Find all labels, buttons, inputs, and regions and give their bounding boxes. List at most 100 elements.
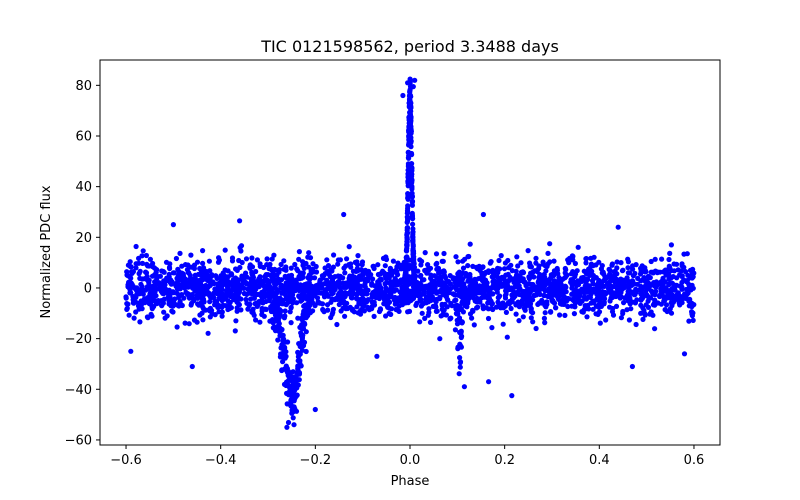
data-point	[297, 351, 303, 357]
data-point	[421, 277, 427, 283]
data-point	[290, 415, 296, 421]
data-point	[128, 280, 134, 286]
data-point	[225, 268, 231, 274]
data-point	[128, 290, 134, 296]
data-point	[355, 262, 361, 268]
data-point	[410, 84, 416, 90]
data-point	[571, 311, 578, 317]
data-point	[343, 263, 349, 269]
data-point	[471, 322, 477, 328]
data-point	[222, 247, 228, 253]
data-point	[603, 317, 609, 323]
data-point	[200, 268, 206, 274]
data-point	[642, 265, 648, 271]
data-point	[503, 285, 509, 291]
data-point	[650, 312, 656, 318]
data-point	[268, 308, 274, 315]
data-point	[409, 210, 415, 216]
data-point	[249, 279, 255, 285]
data-point	[348, 295, 354, 301]
data-point	[638, 297, 644, 303]
data-point	[125, 301, 131, 307]
data-point	[666, 256, 672, 263]
data-point	[465, 254, 471, 260]
data-point	[437, 276, 443, 282]
data-point	[433, 251, 440, 257]
data-point	[422, 315, 428, 321]
data-point	[125, 262, 131, 268]
data-point	[444, 284, 450, 291]
data-point	[394, 307, 401, 313]
data-point	[134, 288, 140, 294]
data-point	[149, 273, 156, 279]
data-point	[629, 363, 636, 370]
data-point	[178, 272, 184, 278]
data-point	[281, 258, 287, 264]
data-point	[515, 289, 521, 295]
data-point	[427, 294, 433, 300]
data-point	[686, 318, 692, 324]
data-point	[595, 290, 601, 296]
data-point	[433, 261, 439, 267]
data-point	[586, 266, 592, 272]
data-point	[347, 273, 353, 279]
data-point	[445, 289, 451, 295]
data-point	[359, 262, 365, 268]
data-point	[442, 275, 449, 281]
data-point	[166, 287, 172, 293]
data-point	[479, 290, 485, 296]
data-point	[250, 284, 256, 290]
data-point	[262, 287, 268, 293]
data-point	[524, 287, 530, 293]
data-point	[237, 264, 243, 271]
data-point	[281, 315, 287, 321]
data-point	[407, 87, 413, 93]
data-point	[634, 297, 640, 303]
data-point	[650, 269, 656, 275]
data-point	[496, 294, 502, 300]
data-point	[562, 294, 568, 301]
data-point	[462, 303, 468, 309]
data-point	[431, 279, 437, 285]
data-point	[157, 273, 163, 279]
data-point	[453, 285, 459, 291]
data-point	[553, 305, 559, 311]
data-point	[405, 208, 411, 214]
data-point	[279, 326, 285, 333]
data-point	[200, 317, 206, 323]
data-point	[320, 275, 326, 281]
data-point	[140, 248, 146, 254]
data-point	[405, 203, 411, 209]
data-point	[390, 258, 396, 264]
data-point	[324, 257, 330, 263]
data-point	[494, 289, 500, 295]
data-point	[174, 324, 180, 330]
data-point	[679, 300, 685, 306]
data-point	[355, 286, 361, 292]
data-point	[639, 287, 645, 293]
data-point	[406, 100, 412, 106]
data-point	[130, 300, 136, 306]
data-point	[282, 292, 289, 298]
data-point	[410, 238, 416, 244]
x-axis-label: Phase	[391, 474, 430, 489]
data-point	[642, 312, 648, 318]
data-point	[667, 265, 673, 271]
data-point	[166, 264, 173, 270]
data-point	[290, 300, 296, 306]
data-point	[362, 284, 368, 290]
data-point	[233, 282, 239, 288]
data-point	[626, 296, 633, 302]
data-point	[502, 295, 509, 301]
data-point	[340, 275, 346, 281]
data-point	[410, 221, 416, 227]
data-point	[290, 369, 296, 375]
data-point	[249, 264, 256, 270]
y-tick-label: −20	[65, 332, 92, 347]
data-point	[219, 287, 225, 293]
data-point	[533, 325, 539, 332]
data-point	[408, 94, 414, 100]
data-point	[384, 297, 390, 303]
data-point	[275, 337, 281, 343]
data-point	[182, 262, 189, 268]
